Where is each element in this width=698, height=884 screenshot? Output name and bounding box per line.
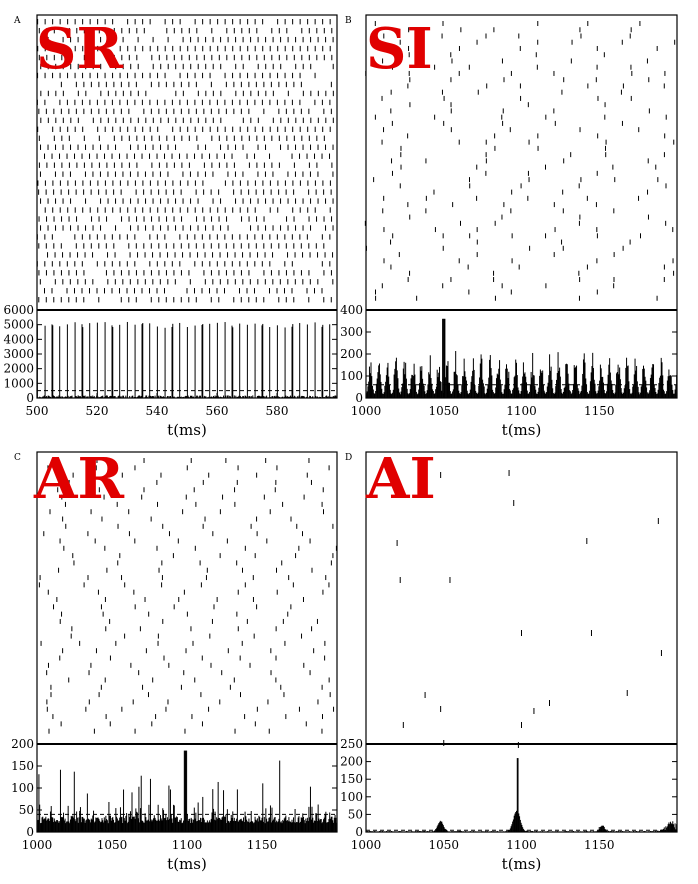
- x-tick-label: 560: [206, 404, 229, 418]
- x-tick-label: 1050: [428, 404, 459, 418]
- panel-c: 0 50 100 150 200 1000 1050 1100 1150 t(ms) C AR: [11, 446, 338, 873]
- regime-label: AI: [365, 446, 436, 512]
- x-tick-label: 1150: [584, 404, 615, 418]
- x-tick-label: 540: [146, 404, 169, 418]
- panel-letter: B: [345, 16, 352, 26]
- histogram-bars: [365, 758, 678, 832]
- raster-spikes: [36, 19, 334, 303]
- y-tick-label: 50: [348, 807, 363, 821]
- y-tick-label: 0: [355, 825, 363, 839]
- x-tick-label: 1100: [506, 838, 537, 852]
- panel-b: 0 100 200 300 400 1000 1050 1100 1150 t(ms) B SI: [340, 14, 678, 439]
- x-tick-label: 1100: [172, 838, 203, 852]
- histogram-bars: [36, 321, 338, 398]
- histogram-bars: [365, 318, 678, 398]
- x-tick-label: 1000: [351, 838, 382, 852]
- y-tick-label: 6000: [3, 303, 34, 317]
- x-axis-title: t(ms): [167, 855, 207, 873]
- y-tick-label: 150: [11, 759, 34, 773]
- histogram-bars: [36, 750, 338, 832]
- panel-letter: A: [13, 16, 21, 26]
- panel-letter: C: [14, 453, 21, 463]
- x-tick-label: 580: [266, 404, 289, 418]
- y-tick-label: 400: [340, 303, 363, 317]
- regime-label: SI: [366, 16, 433, 82]
- x-tick-label: 1000: [22, 838, 53, 852]
- y-tick-label: 50: [19, 803, 34, 817]
- y-tick-label: 3000: [3, 347, 34, 361]
- x-tick-label: 1050: [97, 838, 128, 852]
- x-tick-label: 1150: [247, 838, 278, 852]
- x-axis-title: t(ms): [502, 421, 542, 439]
- y-tick-label: 0: [26, 825, 34, 839]
- panel-d: 0 50 100 150 200 250 1000 1050 1100 1150 t(ms) D AI: [340, 446, 678, 873]
- y-tick-label: 150: [340, 772, 363, 786]
- panel-frame: [36, 14, 338, 399]
- raster-spikes: [396, 470, 662, 748]
- regime-label: AR: [33, 446, 124, 512]
- y-tick-label: 200: [340, 755, 363, 769]
- x-tick-label: 500: [26, 404, 49, 418]
- x-axis-title: t(ms): [167, 421, 207, 439]
- x-tick-label: 1100: [506, 404, 537, 418]
- y-tick-label: 4000: [3, 332, 34, 346]
- y-tick-label: 100: [340, 369, 363, 383]
- raster-spikes: [364, 21, 676, 301]
- x-tick-label: 1050: [428, 838, 459, 852]
- y-tick-label: 300: [340, 325, 363, 339]
- raster-spikes: [38, 458, 337, 734]
- panel-letter: D: [345, 453, 352, 463]
- x-tick-label: 520: [86, 404, 109, 418]
- y-tick-label: 200: [11, 737, 34, 751]
- y-tick-label: 100: [340, 790, 363, 804]
- x-tick-label: 1150: [584, 838, 615, 852]
- y-tick-label: 2000: [3, 362, 34, 376]
- y-tick-label: 0: [26, 391, 34, 405]
- y-tick-label: 200: [340, 347, 363, 361]
- y-tick-label: 5000: [3, 318, 34, 332]
- y-tick-label: 1000: [3, 376, 34, 390]
- y-tick-label: 0: [355, 391, 363, 405]
- x-axis-title: t(ms): [502, 855, 542, 873]
- y-tick-label: 100: [11, 781, 34, 795]
- x-tick-label: 1000: [351, 404, 382, 418]
- y-tick-label: 250: [340, 737, 363, 751]
- regime-label: SR: [36, 16, 123, 82]
